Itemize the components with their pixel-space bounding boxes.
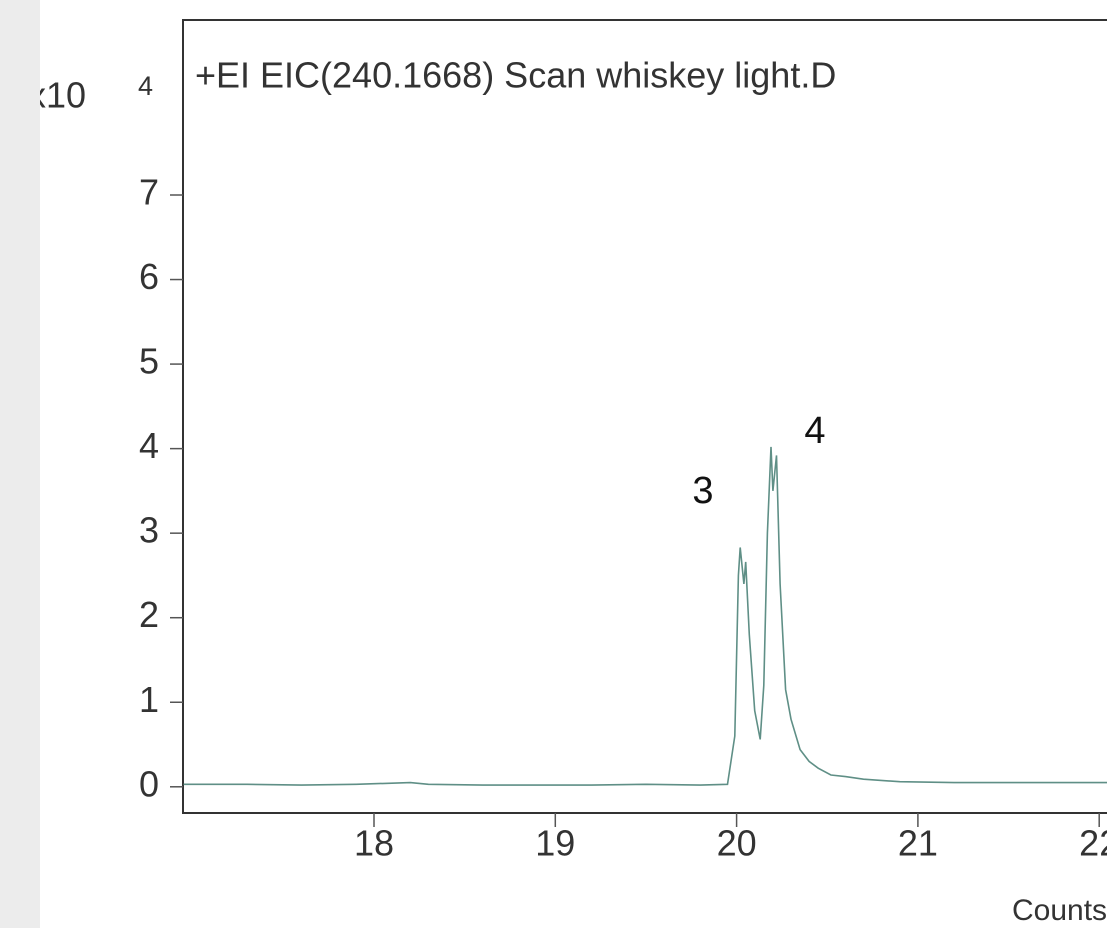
x-tick-label: 18 [354, 823, 394, 864]
trace [183, 446, 1107, 786]
y-tick-label: 5 [139, 341, 159, 382]
y-tick-label: 2 [139, 594, 159, 635]
y-tick-label: 6 [139, 256, 159, 297]
peak-annotation: 3 [692, 470, 713, 512]
x-tick-label: 20 [717, 823, 757, 864]
peak-annotation: 4 [804, 410, 825, 452]
chart-title: +EI EIC(240.1668) Scan whiskey light.D [195, 55, 836, 96]
plot-frame [182, 19, 1107, 814]
y-tick-label: 3 [139, 510, 159, 551]
x-tick-label: 22 [1079, 823, 1107, 864]
y-tick-label: 7 [139, 172, 159, 213]
y-tick-label: 0 [139, 763, 159, 804]
y-multiplier-exponent: 4 [138, 71, 153, 101]
y-tick-label: 4 [139, 425, 159, 466]
side-strip [0, 0, 40, 928]
x-axis-label: Counts vs. Acquisition Time (min) [1012, 894, 1107, 927]
x-tick-label: 21 [898, 823, 938, 864]
x-tick-label: 19 [535, 823, 575, 864]
y-tick-label: 1 [139, 679, 159, 720]
plot-area: 0 1 2 3 4 5 6 7 18 19 20 21 22 3 4 [139, 19, 1107, 864]
